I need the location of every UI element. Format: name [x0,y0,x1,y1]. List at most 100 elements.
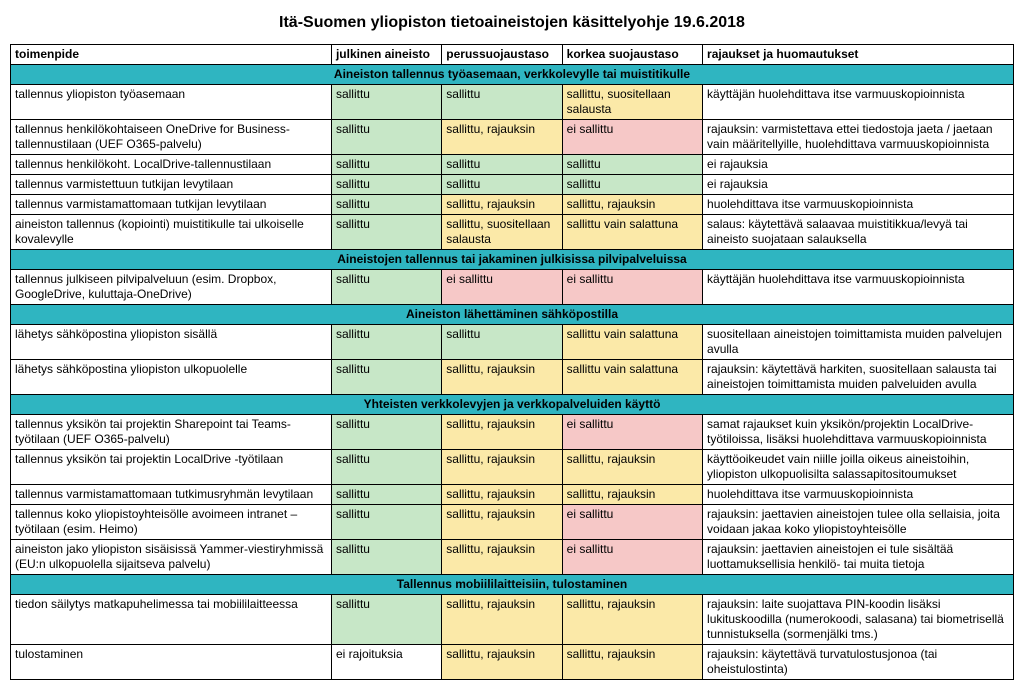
header-row: toimenpide julkinen aineisto perussuojau… [11,45,1014,65]
cell-public: ei rajoituksia [331,645,441,680]
col-high: korkea suojaustaso [562,45,702,65]
cell-action: tallennus henkilökoht. LocalDrive-tallen… [11,155,332,175]
cell-basic: sallittu, rajauksin [442,415,562,450]
cell-notes: ei rajauksia [703,155,1014,175]
cell-high: sallittu, rajauksin [562,595,702,645]
cell-action: lähetys sähköpostina yliopiston sisällä [11,325,332,360]
cell-basic: sallittu, rajauksin [442,450,562,485]
cell-notes: käyttöoikeudet vain niille joilla oikeus… [703,450,1014,485]
cell-basic: sallittu [442,325,562,360]
cell-public: sallittu [331,415,441,450]
cell-public: sallittu [331,325,441,360]
table-row: tallennus henkilökoht. LocalDrive-tallen… [11,155,1014,175]
section-header: Aineiston tallennus työasemaan, verkkole… [11,65,1014,85]
cell-action: lähetys sähköpostina yliopiston ulkopuol… [11,360,332,395]
cell-basic: sallittu, rajauksin [442,505,562,540]
cell-high: sallittu [562,155,702,175]
cell-notes: suositellaan aineistojen toimittamista m… [703,325,1014,360]
cell-high: sallittu vain salattuna [562,360,702,395]
cell-basic: sallittu [442,175,562,195]
table-row: tallennus yliopiston työasemaansallittus… [11,85,1014,120]
cell-high: sallittu, rajauksin [562,645,702,680]
cell-high: sallittu, rajauksin [562,195,702,215]
cell-high: sallittu vain salattuna [562,325,702,360]
cell-action: tallennus yksikön tai projektin LocalDri… [11,450,332,485]
cell-notes: ei rajauksia [703,175,1014,195]
cell-action: tallennus varmistamattomaan tutkimusryhm… [11,485,332,505]
cell-high: ei sallittu [562,540,702,575]
cell-high: ei sallittu [562,415,702,450]
cell-action: aineiston tallennus (kopiointi) muistiti… [11,215,332,250]
cell-action: tallennus varmistettuun tutkijan levytil… [11,175,332,195]
cell-action: tiedon säilytys matkapuhelimessa tai mob… [11,595,332,645]
cell-basic: sallittu, suositellaan salausta [442,215,562,250]
cell-notes: rajauksin: käytettävä turvatulostusjonoa… [703,645,1014,680]
cell-notes: salaus: käytettävä salaavaa muistitikkua… [703,215,1014,250]
section-header: Yhteisten verkkolevyjen ja verkkopalvelu… [11,395,1014,415]
cell-basic: sallittu, rajauksin [442,645,562,680]
cell-public: sallittu [331,450,441,485]
table-row: tallennus yksikön tai projektin LocalDri… [11,450,1014,485]
cell-notes: rajauksin: laite suojattava PIN-koodin l… [703,595,1014,645]
cell-high: sallittu [562,175,702,195]
cell-notes: huolehdittava itse varmuuskopioinnista [703,485,1014,505]
col-notes: rajaukset ja huomautukset [703,45,1014,65]
cell-action: tallennus henkilökohtaiseen OneDrive for… [11,120,332,155]
cell-public: sallittu [331,485,441,505]
cell-notes: käyttäjän huolehdittava itse varmuuskopi… [703,270,1014,305]
cell-basic: sallittu, rajauksin [442,540,562,575]
cell-public: sallittu [331,85,441,120]
section-header: Aineiston lähettäminen sähköpostilla [11,305,1014,325]
cell-high: ei sallittu [562,505,702,540]
cell-basic: ei sallittu [442,270,562,305]
table-row: aineiston jako yliopiston sisäisissä Yam… [11,540,1014,575]
table-row: tallennus julkiseen pilvipalveluun (esim… [11,270,1014,305]
cell-notes: rajauksin: käytettävä harkiten, suositel… [703,360,1014,395]
cell-public: sallittu [331,215,441,250]
cell-basic: sallittu, rajauksin [442,120,562,155]
table-row: tallennus varmistamattomaan tutkijan lev… [11,195,1014,215]
cell-high: sallittu, suositellaan salausta [562,85,702,120]
cell-action: tallennus varmistamattomaan tutkijan lev… [11,195,332,215]
cell-public: sallittu [331,270,441,305]
section-header: Tallennus mobiililaitteisiin, tulostamin… [11,575,1014,595]
col-public: julkinen aineisto [331,45,441,65]
table-row: aineiston tallennus (kopiointi) muistiti… [11,215,1014,250]
cell-basic: sallittu, rajauksin [442,195,562,215]
table-row: tallennus koko yliopistoyhteisölle avoim… [11,505,1014,540]
cell-action: aineiston jako yliopiston sisäisissä Yam… [11,540,332,575]
cell-notes: huolehdittava itse varmuuskopioinnista [703,195,1014,215]
cell-action: tulostaminen [11,645,332,680]
cell-public: sallittu [331,120,441,155]
cell-notes: rajauksin: varmistettava ettei tiedostoj… [703,120,1014,155]
cell-action: tallennus koko yliopistoyhteisölle avoim… [11,505,332,540]
cell-public: sallittu [331,540,441,575]
cell-public: sallittu [331,175,441,195]
table-row: tallennus yksikön tai projektin Sharepoi… [11,415,1014,450]
table-row: lähetys sähköpostina yliopiston sisälläs… [11,325,1014,360]
cell-basic: sallittu, rajauksin [442,485,562,505]
cell-public: sallittu [331,360,441,395]
cell-action: tallennus yksikön tai projektin Sharepoi… [11,415,332,450]
cell-high: ei sallittu [562,270,702,305]
cell-high: sallittu, rajauksin [562,485,702,505]
data-table: toimenpide julkinen aineisto perussuojau… [10,44,1014,680]
cell-public: sallittu [331,195,441,215]
cell-notes: rajauksin: jaettavien aineistojen tulee … [703,505,1014,540]
cell-action: tallennus yliopiston työasemaan [11,85,332,120]
cell-basic: sallittu, rajauksin [442,595,562,645]
cell-basic: sallittu [442,85,562,120]
cell-notes: rajauksin: jaettavien aineistojen ei tul… [703,540,1014,575]
cell-notes: samat rajaukset kuin yksikön/projektin L… [703,415,1014,450]
cell-high: ei sallittu [562,120,702,155]
cell-basic: sallittu, rajauksin [442,360,562,395]
table-row: tallennus henkilökohtaiseen OneDrive for… [11,120,1014,155]
cell-high: sallittu, rajauksin [562,450,702,485]
page-title: Itä-Suomen yliopiston tietoaineistojen k… [10,14,1014,32]
table-row: tiedon säilytys matkapuhelimessa tai mob… [11,595,1014,645]
col-basic: perussuojaustaso [442,45,562,65]
cell-public: sallittu [331,155,441,175]
cell-basic: sallittu [442,155,562,175]
table-row: tulostaminenei rajoituksiasallittu, raja… [11,645,1014,680]
table-row: lähetys sähköpostina yliopiston ulkopuol… [11,360,1014,395]
